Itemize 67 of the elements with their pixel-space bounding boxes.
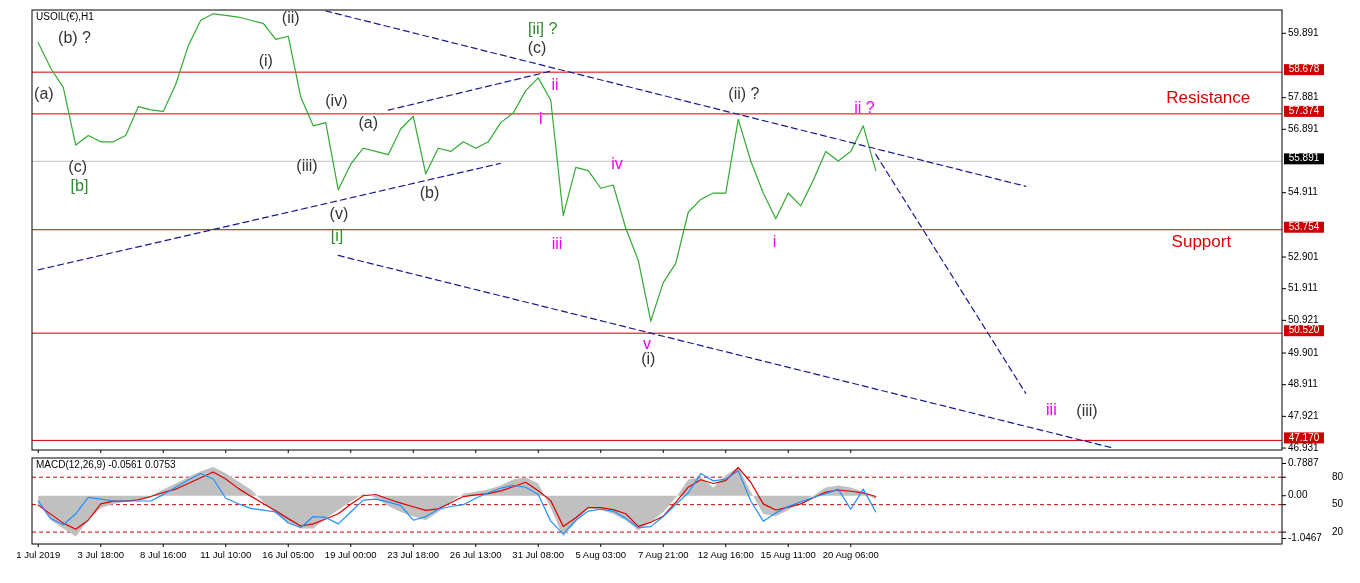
- annotation: (b): [419, 183, 440, 201]
- y-tick-label: 49.901: [1288, 346, 1320, 358]
- chart-title: USOIL(€),H1: [36, 11, 95, 22]
- annotation: v: [643, 334, 651, 352]
- x-tick-label: 26 Jul 13:00: [449, 549, 502, 560]
- x-tick-label: 31 Jul 08:00: [512, 549, 565, 560]
- chart-title: MACD(12,26,9) -0.0561 0.0753: [36, 459, 176, 470]
- y-tick-label: 52.901: [1288, 250, 1320, 262]
- y-tick-label: 0.00: [1288, 489, 1308, 501]
- x-tick-label: 11 Jul 10:00: [200, 549, 252, 560]
- annotation: (c): [527, 38, 547, 56]
- ref-line-label: 50.520: [1288, 324, 1320, 336]
- y-tick-label: 57.881: [1288, 91, 1320, 103]
- annotation: (ii) ?: [728, 85, 760, 103]
- annotation: [ii] ?: [527, 19, 558, 37]
- annotation: [b]: [70, 177, 89, 195]
- annotation: (c): [68, 157, 87, 175]
- x-tick-label: 15 Aug 11:00: [760, 549, 816, 560]
- y-tick-label: 0.7887: [1288, 457, 1320, 469]
- y-tick-label: 46.931: [1288, 441, 1320, 453]
- ref-line-label: 55.891: [1288, 152, 1320, 164]
- annotation: [i]: [330, 227, 344, 245]
- y2-tick-label: 20: [1332, 525, 1344, 537]
- annotation: Support: [1171, 231, 1232, 251]
- x-tick-label: 16 Jul 05:00: [262, 549, 315, 560]
- annotation: i: [538, 109, 543, 127]
- annotation: iii: [551, 235, 563, 253]
- x-tick-label: 8 Jul 16:00: [140, 549, 187, 560]
- x-tick-label: 12 Aug 16:00: [697, 549, 754, 560]
- y-tick-label: -1.0467: [1288, 532, 1323, 544]
- y-tick-label: 51.911: [1288, 282, 1319, 294]
- y-tick-label: 47.921: [1288, 410, 1320, 422]
- x-tick-label: 1 Jul 2019: [16, 549, 61, 560]
- x-tick-label: 19 Jul 00:00: [324, 549, 377, 560]
- annotation: (a): [34, 85, 54, 103]
- annotation: i: [772, 233, 777, 251]
- ref-line-label: 53.754: [1288, 220, 1320, 232]
- y2-tick-label: 50: [1332, 498, 1344, 510]
- annotation: (a): [358, 114, 379, 132]
- x-tick-label: 3 Jul 18:00: [77, 549, 124, 560]
- y-tick-label: 56.891: [1288, 122, 1320, 134]
- annotation: iv: [611, 155, 623, 173]
- x-tick-label: 20 Aug 06:00: [822, 549, 879, 560]
- y-tick-label: 59.891: [1288, 26, 1320, 38]
- annotation: (iii): [1076, 402, 1098, 420]
- x-tick-label: 5 Aug 03:00: [575, 549, 627, 560]
- line-series: [37, 13, 877, 322]
- annotation: (iii): [296, 157, 318, 175]
- y-tick-label: 48.911: [1288, 378, 1319, 390]
- annotation: iii: [1046, 401, 1057, 419]
- annotation: ii: [551, 75, 559, 93]
- annotation: (i): [258, 51, 273, 69]
- annotation: ii ?: [854, 99, 875, 117]
- x-tick-label: 7 Aug 21:00: [637, 549, 689, 560]
- ref-line-label: 47.170: [1288, 431, 1320, 443]
- annotation: (iv): [325, 92, 348, 110]
- ref-line-label: 58.678: [1288, 63, 1320, 75]
- y2-tick-label: 80: [1332, 470, 1344, 482]
- annotation: Resistance: [1166, 88, 1251, 108]
- annotation: (i): [641, 350, 656, 368]
- ref-line-label: 57.374: [1288, 105, 1320, 117]
- x-tick-label: 23 Jul 18:00: [387, 549, 440, 560]
- y-tick-label: 50.921: [1288, 314, 1320, 326]
- annotation: (b) ?: [58, 29, 92, 47]
- y-tick-label: 54.911: [1288, 186, 1319, 198]
- annotation: (v): [329, 205, 349, 223]
- annotation: (ii): [281, 8, 300, 26]
